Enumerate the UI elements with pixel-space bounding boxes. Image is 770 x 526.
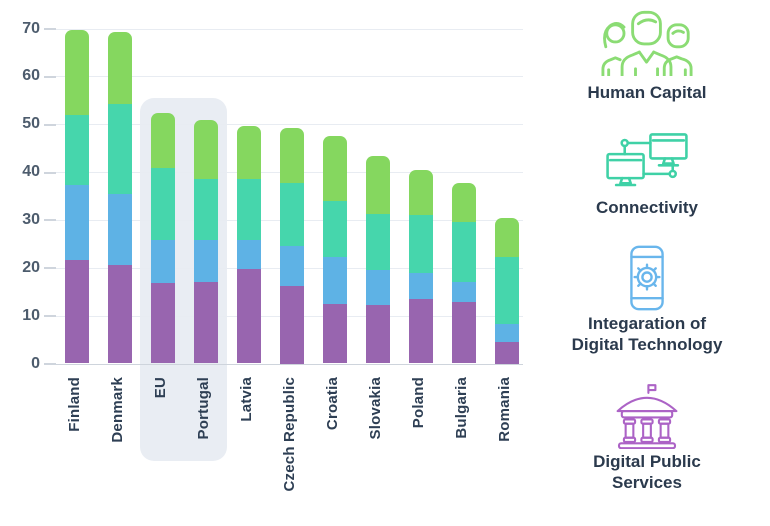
bar-segment-latvia-human-capital: [236, 125, 261, 179]
bar-segment-finland-human-capital: [64, 30, 89, 116]
bar-segment-denmark-connectivity: [107, 103, 132, 194]
bar-segment-czech-republic-connectivity: [279, 183, 304, 247]
legend-label-human-capital: Human Capital: [587, 83, 707, 102]
bar-segment-croatia-human-capital: [322, 136, 347, 202]
bar-segment-bulgaria-digital-public-services: [451, 302, 476, 364]
x-axis-label-finland: Finland: [65, 377, 83, 432]
y-axis-tick-30: [44, 219, 56, 222]
y-axis-tick-40: [44, 171, 56, 174]
y-axis-tick-20: [44, 267, 56, 270]
bar-segment-croatia-digital-public-services: [322, 303, 347, 364]
y-axis-tick-50: [44, 123, 56, 126]
x-axis-label-czech-republic: Czech Republic: [280, 377, 298, 492]
legend-label-integration: Integaration of Digital Technology: [571, 314, 723, 354]
bar-segment-latvia-digital-public-services: [236, 269, 261, 364]
x-axis-label-romania: Romania: [495, 377, 513, 442]
legend-item-digital-public-services: Digital Public Services: [567, 383, 727, 493]
bank-icon: [616, 384, 678, 449]
bar-segment-bulgaria-integaration-of-digital-technology: [451, 282, 476, 303]
bar-segment-denmark-integaration-of-digital-technology: [107, 193, 132, 266]
bar-segment-bulgaria-connectivity: [451, 221, 476, 283]
bar-segment-slovakia-digital-public-services: [365, 304, 390, 364]
x-axis-label-bulgaria: Bulgaria: [452, 377, 470, 439]
chart-legend: Human Capital: [572, 0, 722, 493]
bar-segment-portugal-digital-public-services: [193, 282, 218, 364]
network-monitors-icon: [606, 133, 688, 187]
y-axis-label-60: 60: [22, 67, 40, 85]
y-axis-label-70: 70: [22, 19, 40, 37]
desi-stacked-bar-chart: 0 10 20 30 40 50 60 70 Finland Denmark EU Portugal L…: [22, 19, 523, 492]
bar-segment-czech-republic-human-capital: [279, 127, 304, 184]
bar-segment-poland-human-capital: [408, 169, 433, 215]
gridline-0: [45, 363, 523, 365]
bar-segment-finland-digital-public-services: [64, 259, 89, 364]
x-axis-label-portugal: Portugal: [194, 377, 212, 440]
y-axis-tick-0: [44, 363, 56, 365]
bar-segment-romania-digital-public-services: [494, 342, 519, 364]
bar-segment-latvia-connectivity: [236, 178, 261, 240]
bar-segment-denmark-human-capital: [107, 31, 132, 104]
y-axis-tick-70: [44, 28, 56, 30]
bar-segment-croatia-integaration-of-digital-technology: [322, 257, 347, 304]
x-axis-label-denmark: Denmark: [108, 377, 126, 443]
bar-segment-poland-connectivity: [408, 214, 433, 273]
y-axis-label-40: 40: [22, 163, 40, 181]
bar-segment-eu-human-capital: [150, 113, 175, 169]
bar-segment-czech-republic-integaration-of-digital-technology: [279, 246, 304, 286]
bar-segment-czech-republic-digital-public-services: [279, 286, 304, 364]
bar-segment-poland-digital-public-services: [408, 299, 433, 364]
bar-segment-croatia-connectivity: [322, 201, 347, 258]
phone-gear-icon: [630, 245, 664, 311]
bar-segment-portugal-human-capital: [193, 120, 218, 179]
bar-segment-eu-digital-public-services: [150, 283, 175, 364]
bar-segment-finland-integaration-of-digital-technology: [64, 185, 89, 260]
x-axis-label-eu: EU: [151, 377, 169, 399]
legend-item-integration: Integaration of Digital Technology: [567, 245, 727, 355]
y-axis-label-10: 10: [22, 306, 40, 324]
y-axis-tick-10: [44, 315, 56, 318]
bar-segment-denmark-digital-public-services: [107, 265, 132, 364]
y-axis-tick-60: [44, 75, 56, 78]
bar-segment-romania-connectivity: [494, 257, 519, 325]
people-icon: [601, 10, 693, 76]
bar-segment-eu-connectivity: [150, 168, 175, 240]
bar-segment-poland-integaration-of-digital-technology: [408, 272, 433, 300]
bar-segment-eu-integaration-of-digital-technology: [150, 240, 175, 284]
bar-segment-portugal-connectivity: [193, 178, 218, 240]
bar-segment-romania-human-capital: [494, 217, 519, 258]
gridline-60: [45, 76, 523, 78]
x-axis-label-latvia: Latvia: [237, 377, 255, 422]
bar-segment-slovakia-human-capital: [365, 156, 390, 215]
bar-segment-romania-integaration-of-digital-technology: [494, 324, 519, 342]
x-axis-label-croatia: Croatia: [323, 377, 341, 431]
bar-segment-slovakia-integaration-of-digital-technology: [365, 269, 390, 305]
legend-label-connectivity: Connectivity: [595, 198, 699, 217]
x-axis-label-poland: Poland: [409, 377, 427, 429]
bar-segment-bulgaria-human-capital: [451, 183, 476, 222]
y-axis-label-0: 0: [31, 354, 40, 372]
legend-item-connectivity: Connectivity: [567, 131, 727, 218]
bar-segment-portugal-integaration-of-digital-technology: [193, 239, 218, 283]
x-axis-label-slovakia: Slovakia: [366, 377, 384, 440]
bar-segment-slovakia-connectivity: [365, 214, 390, 270]
legend-label-digital-public-services: Digital Public Services: [593, 452, 701, 492]
gridline-70: [45, 28, 523, 30]
bar-segment-finland-connectivity: [64, 115, 89, 185]
y-axis-label-30: 30: [22, 210, 40, 228]
y-axis-label-20: 20: [22, 258, 40, 276]
legend-item-human-capital: Human Capital: [567, 8, 727, 103]
gridline-50: [45, 124, 523, 126]
y-axis-label-50: 50: [22, 115, 40, 133]
bar-segment-latvia-integaration-of-digital-technology: [236, 239, 261, 270]
